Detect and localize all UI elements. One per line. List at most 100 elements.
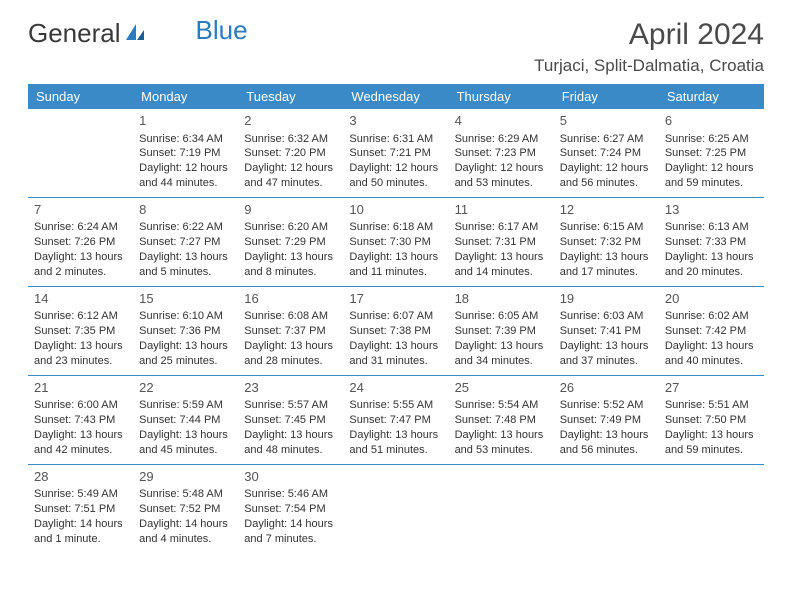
day-number: 28 [34,468,127,486]
sunset-text: Sunset: 7:30 PM [349,235,442,250]
daylight-text: Daylight: 13 hours [560,339,653,354]
logo-text-1: General [28,18,121,49]
daylight-text: Daylight: 13 hours [34,250,127,265]
calendar-day-cell: 1Sunrise: 6:34 AMSunset: 7:19 PMDaylight… [133,109,238,197]
daylight-text: and 14 minutes. [455,265,548,280]
sunset-text: Sunset: 7:42 PM [665,324,758,339]
weekday-header-row: Sunday Monday Tuesday Wednesday Thursday… [28,84,764,109]
daylight-text: and 8 minutes. [244,265,337,280]
sunrise-text: Sunrise: 6:15 AM [560,220,653,235]
calendar-day-cell: 12Sunrise: 6:15 AMSunset: 7:32 PMDayligh… [554,197,659,286]
sunrise-text: Sunrise: 6:02 AM [665,309,758,324]
calendar-day-cell [659,464,764,552]
sunrise-text: Sunrise: 6:29 AM [455,132,548,147]
sunset-text: Sunset: 7:44 PM [139,413,232,428]
weekday-header: Monday [133,84,238,109]
calendar-day-cell: 23Sunrise: 5:57 AMSunset: 7:45 PMDayligh… [238,375,343,464]
day-number: 11 [455,201,548,219]
daylight-text: Daylight: 13 hours [455,428,548,443]
daylight-text: and 17 minutes. [560,265,653,280]
daylight-text: and 47 minutes. [244,176,337,191]
weekday-header: Tuesday [238,84,343,109]
sunrise-text: Sunrise: 6:07 AM [349,309,442,324]
sunrise-text: Sunrise: 6:20 AM [244,220,337,235]
sunrise-text: Sunrise: 6:24 AM [34,220,127,235]
daylight-text: Daylight: 13 hours [244,250,337,265]
calendar-day-cell: 5Sunrise: 6:27 AMSunset: 7:24 PMDaylight… [554,109,659,197]
daylight-text: and 2 minutes. [34,265,127,280]
calendar-day-cell: 10Sunrise: 6:18 AMSunset: 7:30 PMDayligh… [343,197,448,286]
day-number: 5 [560,112,653,130]
daylight-text: and 51 minutes. [349,443,442,458]
calendar-day-cell: 8Sunrise: 6:22 AMSunset: 7:27 PMDaylight… [133,197,238,286]
calendar-day-cell [449,464,554,552]
sunset-text: Sunset: 7:33 PM [665,235,758,250]
daylight-text: Daylight: 14 hours [244,517,337,532]
daylight-text: Daylight: 13 hours [139,428,232,443]
day-number: 10 [349,201,442,219]
day-number: 12 [560,201,653,219]
calendar-day-cell: 17Sunrise: 6:07 AMSunset: 7:38 PMDayligh… [343,286,448,375]
calendar-day-cell: 20Sunrise: 6:02 AMSunset: 7:42 PMDayligh… [659,286,764,375]
daylight-text: and 25 minutes. [139,354,232,369]
sunset-text: Sunset: 7:39 PM [455,324,548,339]
weekday-header: Saturday [659,84,764,109]
day-number: 14 [34,290,127,308]
daylight-text: Daylight: 12 hours [139,161,232,176]
sunrise-text: Sunrise: 6:22 AM [139,220,232,235]
sunset-text: Sunset: 7:35 PM [34,324,127,339]
sunrise-text: Sunrise: 5:51 AM [665,398,758,413]
sunset-text: Sunset: 7:54 PM [244,502,337,517]
sunrise-text: Sunrise: 6:32 AM [244,132,337,147]
month-title: April 2024 [534,18,764,52]
daylight-text: and 48 minutes. [244,443,337,458]
weekday-header: Sunday [28,84,133,109]
calendar-day-cell: 15Sunrise: 6:10 AMSunset: 7:36 PMDayligh… [133,286,238,375]
daylight-text: Daylight: 12 hours [560,161,653,176]
daylight-text: and 59 minutes. [665,443,758,458]
daylight-text: and 44 minutes. [139,176,232,191]
daylight-text: Daylight: 13 hours [665,250,758,265]
sunset-text: Sunset: 7:31 PM [455,235,548,250]
daylight-text: and 53 minutes. [455,443,548,458]
sunrise-text: Sunrise: 5:52 AM [560,398,653,413]
sunset-text: Sunset: 7:29 PM [244,235,337,250]
daylight-text: Daylight: 13 hours [244,428,337,443]
sunset-text: Sunset: 7:19 PM [139,146,232,161]
daylight-text: Daylight: 13 hours [349,250,442,265]
sunrise-text: Sunrise: 6:03 AM [560,309,653,324]
calendar-day-cell [554,464,659,552]
calendar-day-cell: 30Sunrise: 5:46 AMSunset: 7:54 PMDayligh… [238,464,343,552]
day-number: 21 [34,379,127,397]
calendar-day-cell: 9Sunrise: 6:20 AMSunset: 7:29 PMDaylight… [238,197,343,286]
day-number: 20 [665,290,758,308]
sunrise-text: Sunrise: 5:46 AM [244,487,337,502]
sunset-text: Sunset: 7:50 PM [665,413,758,428]
daylight-text: Daylight: 13 hours [349,339,442,354]
calendar-day-cell: 13Sunrise: 6:13 AMSunset: 7:33 PMDayligh… [659,197,764,286]
daylight-text: and 23 minutes. [34,354,127,369]
daylight-text: and 11 minutes. [349,265,442,280]
day-number: 19 [560,290,653,308]
daylight-text: and 53 minutes. [455,176,548,191]
sunrise-text: Sunrise: 6:05 AM [455,309,548,324]
sunset-text: Sunset: 7:51 PM [34,502,127,517]
daylight-text: Daylight: 12 hours [665,161,758,176]
day-number: 1 [139,112,232,130]
sunrise-text: Sunrise: 6:13 AM [665,220,758,235]
day-number: 2 [244,112,337,130]
calendar-day-cell: 11Sunrise: 6:17 AMSunset: 7:31 PMDayligh… [449,197,554,286]
daylight-text: and 59 minutes. [665,176,758,191]
day-number: 24 [349,379,442,397]
daylight-text: Daylight: 13 hours [665,428,758,443]
day-number: 18 [455,290,548,308]
sunset-text: Sunset: 7:25 PM [665,146,758,161]
sunrise-text: Sunrise: 5:59 AM [139,398,232,413]
sunset-text: Sunset: 7:23 PM [455,146,548,161]
sunrise-text: Sunrise: 6:10 AM [139,309,232,324]
calendar-week-row: 14Sunrise: 6:12 AMSunset: 7:35 PMDayligh… [28,286,764,375]
daylight-text: Daylight: 14 hours [34,517,127,532]
day-number: 13 [665,201,758,219]
calendar-day-cell: 19Sunrise: 6:03 AMSunset: 7:41 PMDayligh… [554,286,659,375]
sunset-text: Sunset: 7:47 PM [349,413,442,428]
